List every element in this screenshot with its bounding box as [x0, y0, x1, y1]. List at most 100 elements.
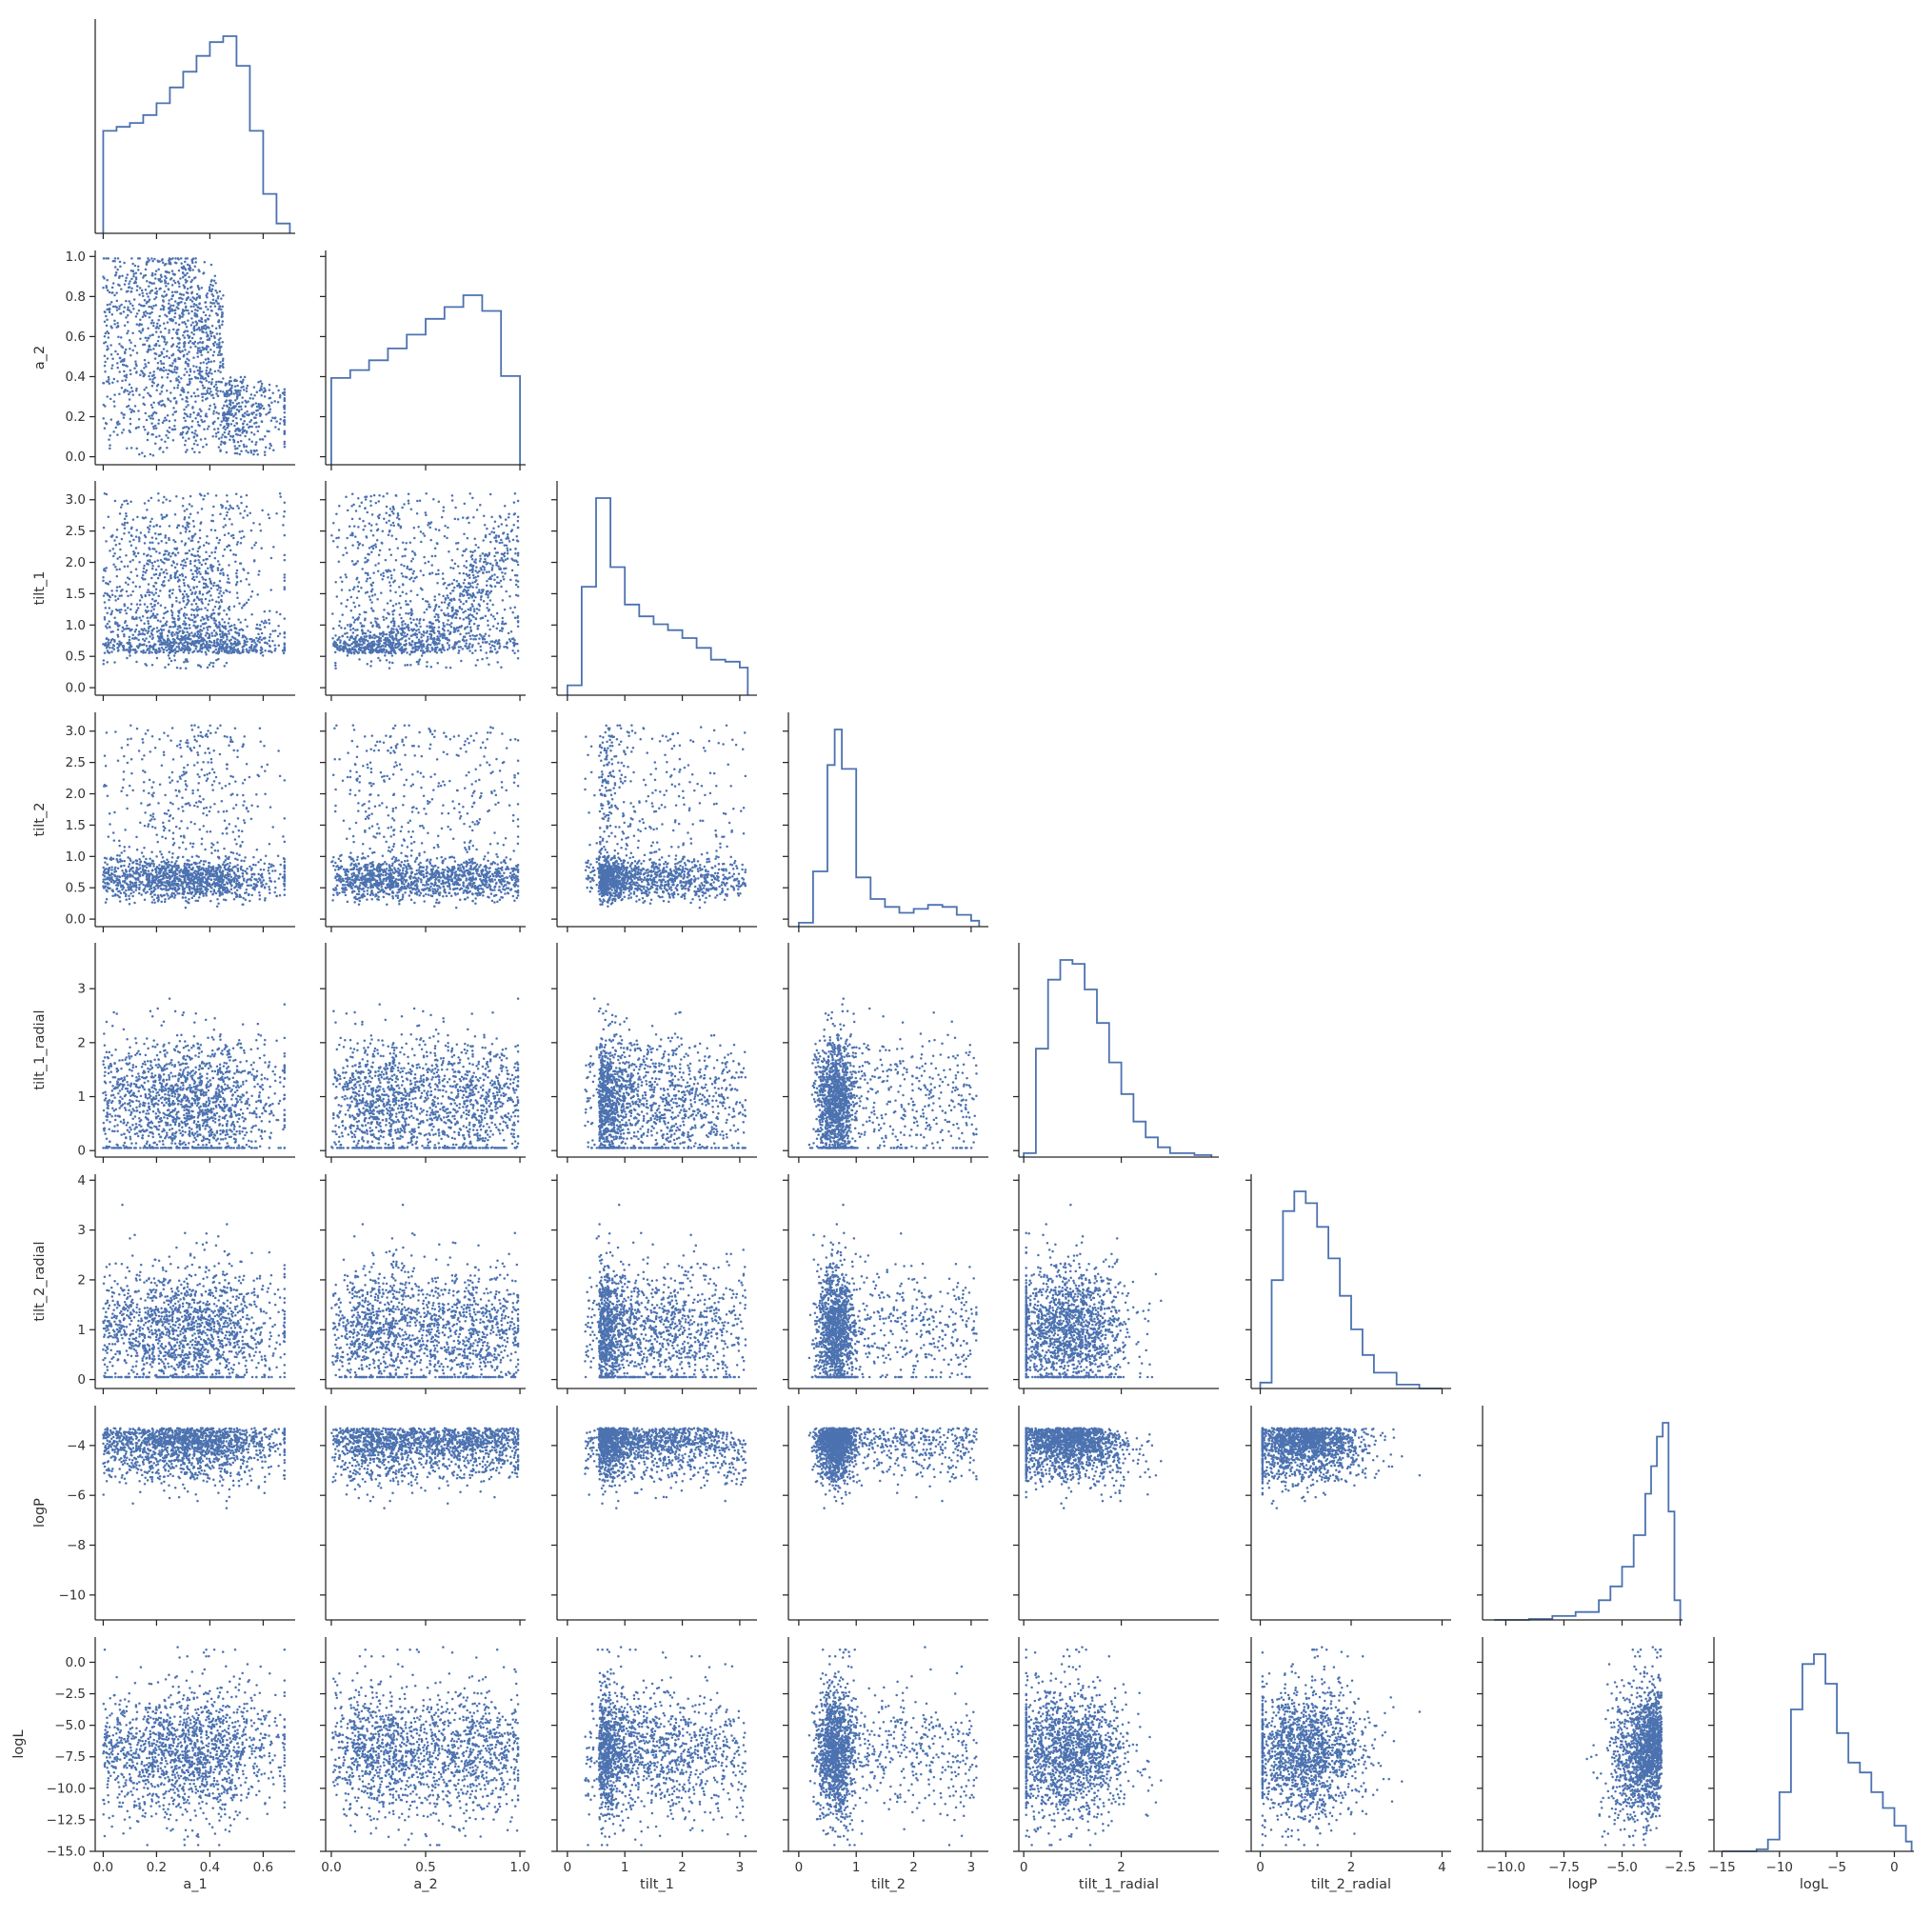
scatter-point	[206, 345, 209, 348]
scatter-point	[369, 621, 372, 625]
scatter-point	[216, 416, 220, 420]
scatter-point	[201, 623, 205, 626]
scatter-point	[401, 583, 405, 586]
scatter-point	[173, 425, 176, 428]
scatter-point	[257, 632, 260, 636]
scatter-point	[128, 383, 131, 387]
scatter-point	[264, 390, 267, 393]
scatter-point	[217, 613, 221, 616]
scatter-point	[513, 651, 516, 654]
scatter-point	[422, 532, 425, 535]
scatter-point	[363, 635, 366, 638]
scatter-point	[481, 636, 484, 640]
scatter-point	[150, 432, 153, 436]
scatter-point	[113, 393, 116, 396]
scatter-point	[183, 517, 186, 521]
scatter-point	[167, 282, 169, 285]
scatter-point	[182, 578, 186, 582]
scatter-point	[118, 610, 122, 614]
scatter-point	[123, 521, 127, 525]
scatter-point	[467, 516, 469, 519]
scatter-point	[369, 583, 373, 587]
scatter-point	[465, 600, 468, 603]
scatter-point	[169, 646, 172, 649]
scatter-point	[126, 521, 129, 525]
scatter-point	[193, 314, 197, 317]
scatter-point	[212, 396, 215, 400]
scatter-point	[190, 535, 194, 538]
scatter-point	[394, 603, 398, 606]
scatter-point	[270, 401, 273, 405]
scatter-point	[150, 591, 153, 594]
scatter-point	[128, 300, 130, 303]
scatter-point	[193, 265, 197, 269]
scatter-point	[362, 650, 365, 653]
scatter-point	[273, 416, 277, 419]
scatter-point	[409, 664, 412, 667]
scatter-point	[372, 571, 375, 574]
scatter-point	[354, 635, 357, 639]
scatter-point	[493, 617, 497, 621]
scatter-point	[471, 586, 474, 589]
scatter-point	[144, 732, 148, 735]
scatter-point	[120, 288, 123, 290]
scatter-point	[214, 281, 217, 285]
scatter-point	[283, 635, 287, 639]
scatter-point	[247, 598, 250, 601]
scatter-point	[283, 430, 287, 432]
scatter-point	[137, 269, 140, 271]
scatter-point	[192, 356, 195, 359]
scatter-point	[337, 536, 340, 539]
scatter-point	[370, 641, 374, 644]
scatter-point	[166, 620, 169, 623]
scatter-point	[200, 563, 204, 567]
scatter-point	[248, 412, 250, 416]
scatter-point	[191, 634, 194, 637]
scatter-point	[228, 564, 230, 567]
scatter-point	[263, 453, 267, 457]
scatter-point	[462, 571, 466, 575]
scatter-point	[239, 380, 242, 384]
scatter-point	[405, 634, 408, 638]
scatter-point	[486, 579, 488, 583]
scatter-point	[219, 635, 223, 638]
scatter-point	[241, 529, 244, 532]
scatter-point	[157, 318, 160, 322]
scatter-point	[198, 302, 201, 305]
scatter-point	[110, 650, 113, 653]
scatter-point	[408, 617, 412, 620]
scatter-point	[164, 549, 167, 552]
scatter-point	[186, 630, 189, 633]
scatter-point	[169, 310, 171, 313]
scatter-point	[205, 362, 209, 365]
scatter-point	[283, 501, 287, 504]
scatter-point	[215, 658, 218, 662]
scatter-point	[105, 286, 109, 290]
scatter-point	[283, 579, 287, 582]
scatter-point	[186, 598, 189, 601]
scatter-point	[220, 646, 224, 649]
scatter-point	[485, 553, 488, 556]
scatter-point	[157, 542, 160, 545]
scatter-point	[203, 420, 207, 423]
scatter-point	[186, 595, 189, 598]
scatter-point	[357, 526, 360, 529]
scatter-point	[124, 619, 128, 623]
scatter-point	[126, 309, 129, 311]
scatter-point	[129, 608, 132, 611]
scatter-point	[129, 290, 132, 293]
scatter-point	[172, 561, 175, 565]
scatter-point	[147, 583, 150, 586]
scatter-point	[125, 611, 129, 615]
scatter-point	[165, 498, 168, 501]
scatter-point	[413, 553, 417, 556]
scatter-point	[116, 557, 119, 560]
scatter-point	[198, 366, 202, 370]
scatter-point	[437, 637, 440, 640]
scatter-point	[177, 302, 180, 305]
scatter-point	[138, 644, 141, 648]
scatter-point	[221, 630, 224, 633]
scatter-point	[201, 602, 204, 605]
scatter-point	[146, 292, 149, 295]
scatter-point	[488, 577, 490, 581]
